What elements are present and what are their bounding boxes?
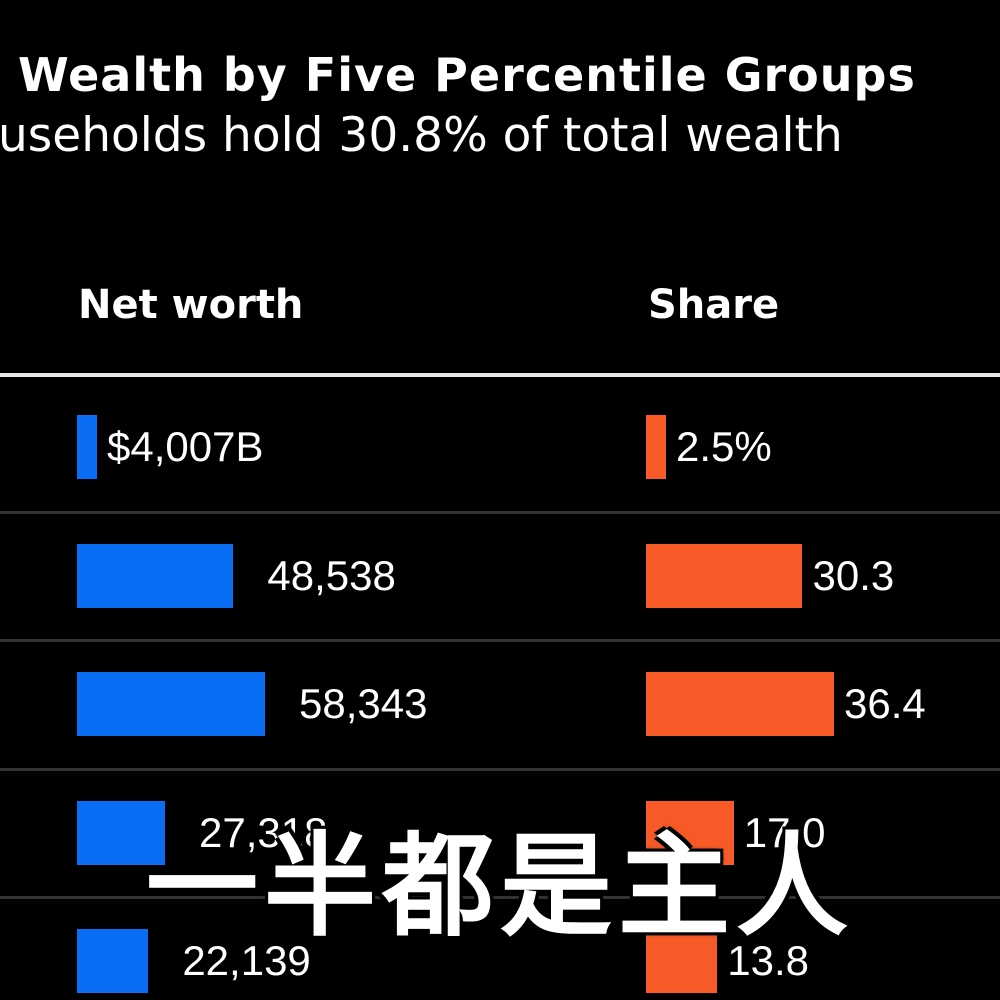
row-divider — [0, 511, 1000, 514]
chart-title: Wealth by Five Percentile Groups — [18, 48, 916, 102]
share-bar — [646, 929, 718, 993]
share-bar — [646, 672, 834, 736]
net-worth-bar — [77, 929, 149, 993]
share-label: 36.4 — [844, 680, 926, 727]
column-header-share: Share — [648, 282, 780, 328]
share-bar — [646, 544, 803, 608]
net-worth-label: $4,007B — [107, 423, 264, 470]
net-worth-label: 27,318 — [199, 809, 328, 856]
header-rule — [0, 373, 1000, 377]
column-header-net-worth: Net worth — [78, 282, 304, 328]
row-divider — [0, 639, 1000, 642]
share-bar — [646, 415, 666, 479]
share-label: 13.8 — [727, 937, 810, 984]
net-worth-bar — [77, 672, 265, 736]
net-worth-bar — [77, 415, 97, 479]
net-worth-bar — [77, 801, 166, 865]
net-worth-label: 58,343 — [299, 680, 428, 727]
share-bar — [646, 801, 734, 865]
share-label: 2.5% — [676, 423, 772, 470]
net-worth-label: 48,538 — [267, 552, 396, 599]
net-worth-bar — [77, 544, 234, 608]
share-label: 30.3 — [812, 552, 895, 599]
chart-subtitle: useholds hold 30.8% of total wealth — [0, 108, 843, 163]
row-divider — [0, 896, 1000, 899]
share-label: 17.0 — [743, 809, 826, 856]
row-divider — [0, 768, 1000, 771]
net-worth-label: 22,139 — [182, 937, 311, 984]
overlay-caption: 一半都是主人 — [146, 822, 854, 952]
